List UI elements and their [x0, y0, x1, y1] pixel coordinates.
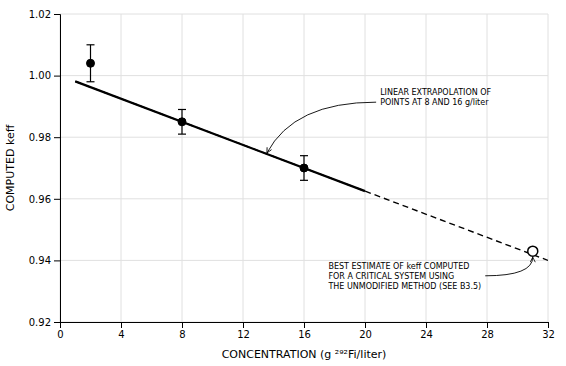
point: [300, 164, 308, 172]
y-tick-mark: [54, 260, 60, 261]
grid-line-y: [60, 14, 548, 15]
grid-line-y: [60, 198, 548, 199]
x-tick: 28: [481, 322, 494, 340]
annotation-arrow: [267, 102, 376, 153]
error-bar-cap: [87, 44, 95, 45]
y-tick: 0.94: [29, 255, 60, 266]
y-tick: 1.02: [29, 9, 60, 20]
annotation-line: THE UNMODIFIED METHOD (SEE B3.5): [327, 282, 481, 291]
x-tick: 8: [179, 322, 185, 340]
x-tick: 16: [298, 322, 311, 340]
x-tick-label: 0: [57, 329, 63, 340]
grid-line-x: [182, 14, 183, 322]
y-tick-label: 0.98: [29, 132, 51, 143]
y-tick-label: 0.92: [29, 317, 51, 328]
x-tick-label: 24: [420, 329, 433, 340]
y-axis-line: [54, 15, 61, 323]
x-tick: 32: [542, 322, 555, 340]
x-tick-mark: [182, 322, 183, 328]
x-tick-mark: [548, 322, 549, 328]
x-tick-mark: [487, 322, 488, 328]
x-tick-mark: [243, 322, 244, 328]
grid-line-x: [121, 14, 122, 322]
error-bar-cap: [178, 109, 186, 110]
x-tick-label: 4: [118, 329, 124, 340]
error-bar-cap: [178, 134, 186, 135]
y-tick-mark: [54, 322, 60, 323]
annotation-line: POINTS AT 8 AND 16 g/liter: [380, 98, 489, 107]
y-tick: 0.92: [29, 317, 60, 328]
error-bar-cap: [300, 155, 308, 156]
chart: 0 4 8 12 16 20 24 28 32 0.92 0.94 0.96 0.98 1.00 1.02 C…: [0, 0, 566, 366]
x-tick: 0: [57, 322, 63, 340]
grid-line-x: [548, 14, 549, 322]
error-bar-cap: [300, 180, 308, 181]
annotation-arrow: [485, 257, 533, 276]
annotation-line: LINEAR EXTRAPOLATION OF: [380, 88, 491, 97]
point: [87, 59, 95, 67]
x-tick-label: 16: [298, 329, 311, 340]
open-point: [528, 246, 538, 256]
y-tick-mark: [54, 137, 60, 138]
y-tick: 0.96: [29, 194, 60, 205]
x-tick-mark: [426, 322, 427, 328]
dashed-line: [75, 81, 548, 260]
x-tick-label: 20: [359, 329, 372, 340]
solid-line: [75, 81, 365, 191]
y-axis: 0.92 0.94 0.96 0.98 1.00 1.02: [29, 9, 61, 328]
annotation: BEST ESTIMATE OF keff COMPUTEDFOR A CRIT…: [327, 262, 481, 291]
grid: [60, 14, 548, 322]
annotation-line: BEST ESTIMATE OF keff COMPUTED: [328, 262, 469, 271]
y-tick-mark: [54, 76, 60, 77]
x-tick-label: 28: [481, 329, 494, 340]
annotation: LINEAR EXTRAPOLATION OFPOINTS AT 8 AND 1…: [380, 88, 491, 107]
grid-line-y: [60, 137, 548, 138]
marks: [75, 45, 548, 261]
y-tick-label: 0.96: [29, 194, 51, 205]
error-bar-cap: [87, 81, 95, 82]
grid-line-y: [60, 75, 548, 76]
grid-line-y: [60, 260, 548, 261]
y-tick: 1.00: [29, 70, 60, 81]
x-tick-mark: [304, 322, 305, 328]
x-tick-label: 12: [237, 329, 250, 340]
error-bar: [300, 156, 308, 181]
x-axis-label: CONCENTRATION (g ²⁹²Fi/liter): [222, 348, 387, 361]
y-tick-mark: [54, 14, 60, 15]
point: [178, 118, 186, 126]
x-tick-mark: [365, 322, 366, 328]
x-axis: 0 4 8 12 16 20 24 28 32: [57, 322, 555, 340]
x-tick-label: 32: [542, 329, 555, 340]
annotation-line: FOR A CRITICAL SYSTEM USING: [328, 272, 454, 281]
y-tick-label: 1.02: [29, 9, 51, 20]
annotations: LINEAR EXTRAPOLATION OFPOINTS AT 8 AND 1…: [267, 88, 533, 291]
error-bar: [87, 45, 95, 82]
x-tick: 20: [359, 322, 372, 340]
x-tick-label: 8: [179, 329, 185, 340]
y-tick-mark: [54, 199, 60, 200]
x-tick: 24: [420, 322, 433, 340]
y-axis-label: COMPUTED keff: [4, 124, 17, 211]
x-tick: 12: [237, 322, 250, 340]
y-tick-label: 0.94: [29, 255, 51, 266]
y-tick-label: 1.00: [29, 70, 51, 81]
x-tick-mark: [121, 322, 122, 328]
y-tick: 0.98: [29, 132, 60, 143]
grid-line-x: [243, 14, 244, 322]
x-tick: 4: [118, 322, 124, 340]
x-axis-line: [61, 323, 549, 329]
error-bar: [178, 109, 186, 134]
